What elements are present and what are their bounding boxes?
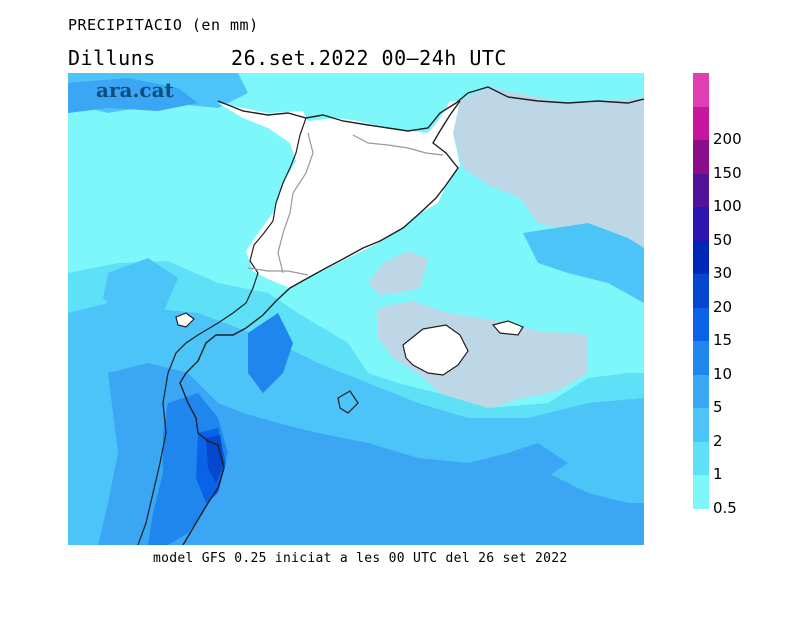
legend-swatch [693, 441, 709, 476]
brand-logo: ara.cat [96, 78, 175, 102]
land-catalonia [218, 101, 460, 288]
legend-label: 15 [713, 331, 733, 350]
legend-swatch [693, 173, 709, 208]
legend-label: 30 [713, 264, 733, 283]
legend-swatch [693, 274, 709, 308]
border-internal [247, 132, 444, 276]
precipitation-map: ara.cat [68, 73, 644, 545]
legend-swatch [693, 475, 709, 509]
precip-field-10 [148, 313, 293, 545]
island-coast [175, 312, 524, 414]
legend-swatch [693, 374, 709, 409]
legend-swatch [693, 408, 709, 442]
legend-label: 200 [713, 130, 742, 149]
legend-label: 0.5 [713, 499, 737, 517]
legend-swatch [693, 140, 709, 174]
map-subtitle: Dilluns 26.set.2022 00–24h UTC [68, 46, 507, 70]
legend-swatch [693, 341, 709, 375]
legend-label: 50 [713, 230, 733, 249]
border-france-spain [217, 86, 644, 132]
legend-colorbar [693, 73, 709, 509]
legend-label: 1 [713, 465, 723, 484]
model-caption: model GFS 0.25 iniciat a les 00 UTC del … [153, 551, 568, 566]
coastline [179, 100, 461, 545]
precip-field-20 [206, 435, 224, 483]
legend-swatch [693, 207, 709, 241]
legend-swatch [693, 307, 709, 342]
land-mallorca [403, 325, 468, 375]
legend-swatch [693, 240, 709, 275]
legend-label: 2 [713, 431, 723, 450]
border-catalonia-aragon [137, 117, 307, 545]
legend-swatch [693, 106, 709, 141]
legend-swatch [693, 73, 709, 107]
legend-label: 100 [713, 197, 742, 216]
legend-label: 150 [713, 163, 742, 182]
map-title: PRECIPITACIO (en mm) [68, 16, 259, 34]
legend-label: 10 [713, 364, 733, 383]
legend-label: 5 [713, 398, 723, 417]
legend-label: 20 [713, 297, 733, 316]
